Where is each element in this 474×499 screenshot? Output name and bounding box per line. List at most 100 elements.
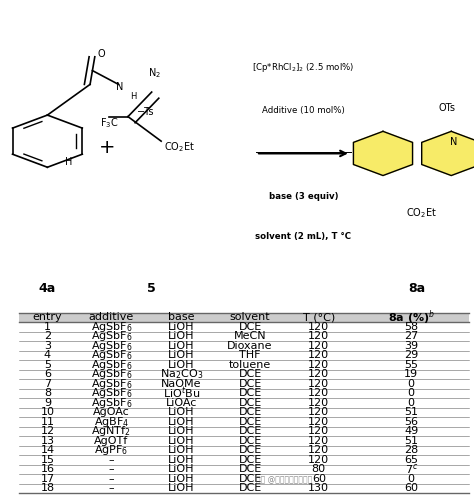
Text: DCE: DCE: [238, 408, 262, 418]
Text: 120: 120: [308, 427, 329, 437]
Text: 8: 8: [44, 388, 51, 398]
Text: AgSbF$_6$: AgSbF$_6$: [91, 348, 132, 362]
Text: 0: 0: [408, 388, 415, 398]
Text: 7: 7: [44, 379, 51, 389]
Text: 12: 12: [40, 427, 55, 437]
Text: THF: THF: [239, 350, 261, 360]
Text: 49: 49: [404, 427, 419, 437]
Text: 4a: 4a: [39, 281, 56, 294]
Text: AgSbF$_6$: AgSbF$_6$: [91, 339, 132, 353]
Text: LiOH: LiOH: [168, 417, 194, 427]
Text: 120: 120: [308, 341, 329, 351]
Text: AgPF$_6$: AgPF$_6$: [94, 444, 128, 458]
Text: 9: 9: [44, 398, 51, 408]
Text: 8a: 8a: [409, 281, 426, 294]
Text: LiOAc: LiOAc: [165, 398, 197, 408]
Text: 知乎 @化学领域前沿文献: 知乎 @化学领域前沿文献: [256, 475, 312, 485]
Text: 14: 14: [40, 446, 55, 456]
Text: −Ts: −Ts: [137, 107, 155, 117]
Text: 39: 39: [404, 341, 418, 351]
Text: N: N: [450, 137, 457, 147]
Text: 120: 120: [308, 360, 329, 370]
Text: Na$_2$CO$_3$: Na$_2$CO$_3$: [160, 368, 203, 381]
Text: LiOH: LiOH: [168, 484, 194, 494]
Text: LiOH: LiOH: [168, 455, 194, 465]
Text: CO$_2$Et: CO$_2$Et: [164, 140, 194, 154]
Text: –: –: [109, 455, 114, 465]
Text: AgSbF$_6$: AgSbF$_6$: [91, 396, 132, 410]
Text: 10: 10: [40, 408, 55, 418]
Text: 130: 130: [308, 484, 329, 494]
Text: 120: 120: [308, 369, 329, 379]
Text: 120: 120: [308, 379, 329, 389]
Text: 3: 3: [44, 341, 51, 351]
Text: LiOH: LiOH: [168, 322, 194, 332]
Text: LiOH: LiOH: [168, 331, 194, 341]
Text: Dioxane: Dioxane: [228, 341, 273, 351]
Text: base (3 equiv): base (3 equiv): [269, 192, 338, 201]
Text: 1: 1: [44, 322, 51, 332]
Bar: [19, 313, 469, 322]
Text: DCE: DCE: [238, 436, 262, 446]
Text: 80: 80: [312, 465, 326, 475]
Text: 16: 16: [40, 465, 55, 475]
Text: 120: 120: [308, 446, 329, 456]
Text: LiOH: LiOH: [168, 341, 194, 351]
Text: AgSbF$_6$: AgSbF$_6$: [91, 377, 132, 391]
Text: LiOH: LiOH: [168, 465, 194, 475]
Text: LiOH: LiOH: [168, 427, 194, 437]
Text: 5: 5: [44, 360, 51, 370]
Text: 120: 120: [308, 455, 329, 465]
Text: 11: 11: [40, 417, 55, 427]
Text: DCE: DCE: [238, 474, 262, 484]
Text: Additive (10 mol%): Additive (10 mol%): [262, 106, 345, 115]
Text: 8a (%)$^b$: 8a (%)$^b$: [388, 308, 435, 327]
Text: DCE: DCE: [238, 465, 262, 475]
Text: DCE: DCE: [238, 446, 262, 456]
Text: DCE: DCE: [238, 417, 262, 427]
Text: AgBF$_4$: AgBF$_4$: [94, 415, 129, 429]
Text: 65: 65: [404, 455, 418, 465]
Text: LiOH: LiOH: [168, 436, 194, 446]
Text: –: –: [109, 474, 114, 484]
Text: solvent: solvent: [230, 312, 270, 322]
Text: T (°C): T (°C): [302, 312, 335, 322]
Text: F$_3$C: F$_3$C: [100, 116, 118, 130]
Text: DCE: DCE: [238, 455, 262, 465]
Text: 5: 5: [147, 281, 156, 294]
Text: DCE: DCE: [238, 398, 262, 408]
Text: 55: 55: [404, 360, 418, 370]
Text: AgSbF$_6$: AgSbF$_6$: [91, 320, 132, 334]
Text: O: O: [97, 49, 105, 59]
Text: 120: 120: [308, 436, 329, 446]
Text: DCE: DCE: [238, 322, 262, 332]
Text: 120: 120: [308, 322, 329, 332]
Text: 60: 60: [312, 474, 326, 484]
Text: 15: 15: [40, 455, 55, 465]
Text: 0: 0: [408, 398, 415, 408]
Text: base: base: [168, 312, 194, 322]
Text: AgSbF$_6$: AgSbF$_6$: [91, 386, 132, 400]
Text: 6: 6: [44, 369, 51, 379]
Text: AgSbF$_6$: AgSbF$_6$: [91, 329, 132, 343]
Text: 60: 60: [404, 484, 418, 494]
Text: CO$_2$Et: CO$_2$Et: [406, 206, 438, 220]
Text: 13: 13: [40, 436, 55, 446]
Text: DCE: DCE: [238, 427, 262, 437]
Text: 29: 29: [404, 350, 419, 360]
Text: 17: 17: [40, 474, 55, 484]
Text: 56: 56: [404, 417, 418, 427]
Text: AgNTf$_2$: AgNTf$_2$: [91, 425, 131, 439]
Text: –: –: [109, 484, 114, 494]
Text: entry: entry: [33, 312, 62, 322]
Text: 120: 120: [308, 408, 329, 418]
Text: 0: 0: [408, 474, 415, 484]
Text: 120: 120: [308, 417, 329, 427]
Text: LiOH: LiOH: [168, 408, 194, 418]
Text: AgSbF$_6$: AgSbF$_6$: [91, 358, 132, 372]
Text: LiOH: LiOH: [168, 350, 194, 360]
Text: H: H: [65, 157, 73, 167]
Text: AgOTf: AgOTf: [94, 436, 128, 446]
Text: NaOMe: NaOMe: [161, 379, 201, 389]
Text: 0: 0: [408, 379, 415, 389]
